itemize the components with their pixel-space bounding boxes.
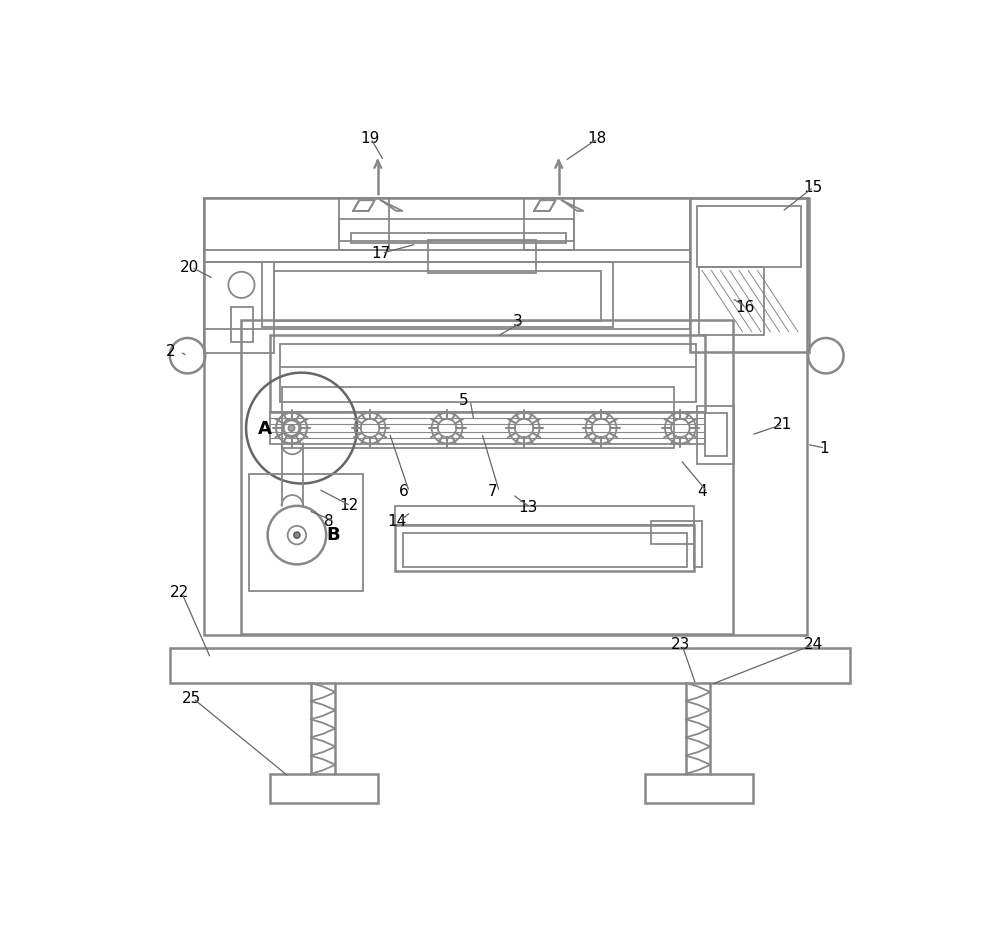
Text: 5: 5 <box>459 393 468 408</box>
Bar <box>249 473 363 590</box>
Circle shape <box>288 425 295 431</box>
Bar <box>524 198 574 250</box>
Bar <box>270 412 705 444</box>
Text: 12: 12 <box>339 498 358 513</box>
Bar <box>270 335 705 412</box>
Bar <box>282 387 674 448</box>
Bar <box>694 521 702 568</box>
Bar <box>231 307 253 342</box>
Text: 22: 22 <box>170 585 189 600</box>
Bar <box>262 262 613 327</box>
Bar <box>270 774 378 803</box>
Text: 24: 24 <box>804 637 823 652</box>
Text: A: A <box>258 420 272 438</box>
Text: 23: 23 <box>671 637 690 652</box>
Text: 1: 1 <box>819 440 829 455</box>
Text: 6: 6 <box>399 485 408 500</box>
Bar <box>697 405 734 464</box>
Bar <box>339 198 389 250</box>
Bar <box>428 240 536 273</box>
Text: 18: 18 <box>587 131 606 146</box>
Text: 19: 19 <box>360 131 379 146</box>
Bar <box>339 220 574 241</box>
Bar <box>690 198 809 352</box>
Bar <box>705 413 727 455</box>
Bar <box>241 320 733 634</box>
Bar <box>403 533 687 568</box>
Text: 8: 8 <box>324 514 333 529</box>
Text: 14: 14 <box>388 514 407 529</box>
Bar <box>280 344 696 402</box>
Text: 4: 4 <box>697 485 707 500</box>
Text: 13: 13 <box>519 500 538 515</box>
Text: 3: 3 <box>512 314 522 328</box>
Text: 15: 15 <box>804 179 823 194</box>
Bar <box>395 505 694 525</box>
Bar <box>204 262 274 353</box>
Bar <box>170 648 850 683</box>
Bar <box>274 271 601 321</box>
Bar <box>395 525 694 571</box>
Text: 25: 25 <box>181 691 201 706</box>
Bar <box>351 233 566 243</box>
Text: 7: 7 <box>488 485 497 500</box>
Text: 20: 20 <box>180 259 199 274</box>
Bar <box>651 521 694 544</box>
Bar <box>699 267 764 335</box>
Text: B: B <box>326 526 340 544</box>
Bar <box>645 774 753 803</box>
Text: 16: 16 <box>736 300 755 315</box>
Text: 21: 21 <box>773 417 792 432</box>
Circle shape <box>294 532 300 538</box>
Text: 17: 17 <box>371 246 390 261</box>
Bar <box>204 198 690 329</box>
Text: 2: 2 <box>166 344 176 359</box>
Bar <box>697 206 801 267</box>
Bar <box>204 198 807 636</box>
